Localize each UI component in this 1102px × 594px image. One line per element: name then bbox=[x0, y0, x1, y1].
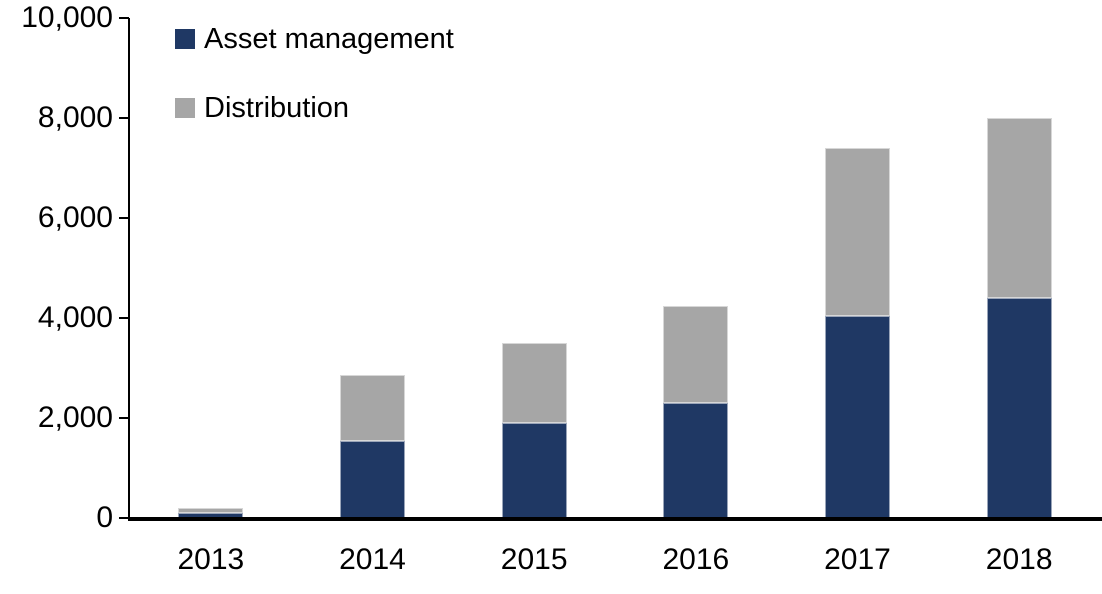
x-axis-label-2015: 2015 bbox=[500, 543, 568, 576]
y-axis-label-4,000: 4,000 bbox=[37, 301, 113, 334]
legend-swatch-asset-management-icon bbox=[175, 29, 195, 49]
x-axis-label-2017: 2017 bbox=[824, 543, 891, 576]
x-axis-label-2013: 2013 bbox=[177, 543, 245, 576]
bar-segment-distribution-2014 bbox=[340, 374, 405, 441]
x-axis-label-2016: 2016 bbox=[662, 543, 730, 576]
legend-item-asset-management: Asset management bbox=[175, 24, 454, 54]
bar-segment-distribution-2018 bbox=[986, 118, 1052, 298]
bar-segment-distribution-2013 bbox=[178, 508, 244, 513]
legend-swatch-distribution-icon bbox=[175, 98, 195, 118]
x-axis-line bbox=[128, 517, 1102, 521]
y-axis-line bbox=[128, 18, 130, 521]
bar-segment-asset-management-2014 bbox=[340, 440, 405, 518]
bar-segment-asset-management-2016 bbox=[663, 403, 729, 518]
x-axis-label-2014: 2014 bbox=[339, 543, 406, 576]
legend: Asset management Distribution bbox=[175, 24, 454, 162]
legend-label-distribution: Distribution bbox=[204, 92, 350, 124]
legend-label-asset-management: Asset management bbox=[204, 23, 454, 55]
y-axis-label-8,000: 8,000 bbox=[37, 101, 113, 134]
legend-item-distribution: Distribution bbox=[175, 93, 454, 123]
bar-segment-asset-management-2015 bbox=[501, 423, 567, 518]
y-axis-label-0: 0 bbox=[96, 501, 113, 534]
bar-segment-distribution-2017 bbox=[825, 148, 890, 316]
y-axis-label-6,000: 6,000 bbox=[37, 201, 113, 234]
bar-segment-distribution-2015 bbox=[501, 343, 567, 423]
bar-segment-asset-management-2017 bbox=[825, 315, 890, 518]
x-axis-label-2018: 2018 bbox=[985, 543, 1053, 576]
bar-segment-distribution-2016 bbox=[663, 305, 729, 403]
bar-segment-asset-management-2018 bbox=[986, 298, 1052, 518]
y-axis-label-10,000: 10,000 bbox=[21, 1, 113, 34]
y-axis-label-2,000: 2,000 bbox=[37, 401, 113, 434]
